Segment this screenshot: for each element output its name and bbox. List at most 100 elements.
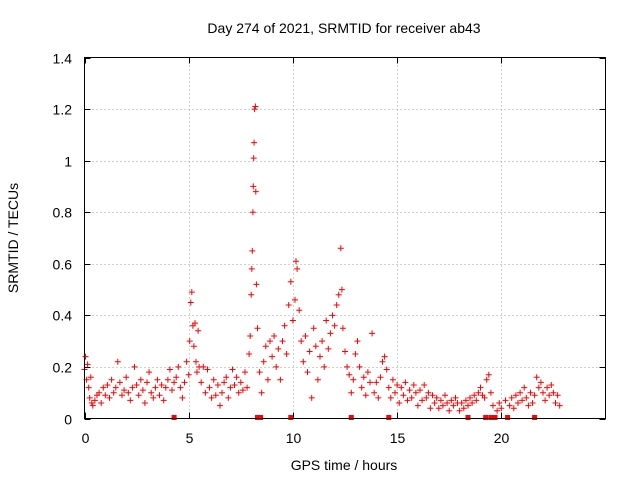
data-point bbox=[335, 291, 342, 298]
data-point bbox=[214, 382, 221, 388]
data-point bbox=[89, 402, 96, 409]
data-point bbox=[173, 374, 180, 381]
data-point bbox=[410, 382, 417, 388]
gap-marker bbox=[255, 415, 260, 420]
data-point bbox=[387, 394, 394, 401]
data-point bbox=[308, 394, 315, 401]
data-point bbox=[181, 379, 188, 386]
data-point bbox=[367, 379, 373, 386]
data-point bbox=[475, 389, 482, 396]
data-point bbox=[362, 392, 369, 399]
data-point bbox=[248, 291, 255, 298]
data-point bbox=[556, 402, 563, 409]
data-point bbox=[364, 369, 371, 376]
data-points bbox=[81, 103, 563, 414]
data-point bbox=[450, 402, 457, 409]
data-point bbox=[200, 363, 207, 370]
x-tick-label: 0 bbox=[82, 430, 90, 446]
data-point bbox=[119, 392, 125, 399]
data-point bbox=[377, 374, 384, 381]
data-point bbox=[133, 382, 140, 388]
gap-marker bbox=[348, 415, 354, 420]
data-point bbox=[231, 382, 238, 388]
data-point bbox=[327, 330, 334, 337]
data-point bbox=[373, 379, 380, 386]
data-point bbox=[208, 394, 215, 401]
data-point bbox=[515, 400, 521, 406]
gap-marker bbox=[171, 415, 177, 420]
data-point bbox=[508, 394, 515, 401]
data-point bbox=[292, 296, 298, 303]
data-point bbox=[306, 348, 313, 355]
data-point bbox=[262, 343, 269, 350]
data-point bbox=[535, 384, 542, 391]
gap-markers bbox=[171, 415, 538, 420]
data-point bbox=[271, 333, 278, 339]
data-point bbox=[383, 366, 390, 373]
data-point bbox=[116, 379, 123, 386]
data-point bbox=[314, 376, 321, 383]
data-point bbox=[247, 333, 254, 339]
data-point bbox=[523, 394, 530, 401]
data-point bbox=[250, 155, 257, 162]
data-point bbox=[253, 281, 260, 288]
data-point bbox=[323, 317, 330, 324]
data-point bbox=[175, 363, 182, 370]
data-point bbox=[256, 369, 263, 376]
data-point bbox=[139, 387, 146, 394]
data-point bbox=[529, 400, 536, 406]
data-point bbox=[437, 397, 444, 404]
gap-marker bbox=[288, 415, 294, 420]
data-point bbox=[473, 397, 480, 404]
x-tick-label: 10 bbox=[286, 430, 302, 446]
data-point bbox=[190, 343, 197, 350]
y-tick-label: 0.6 bbox=[53, 257, 73, 273]
data-point bbox=[312, 343, 319, 350]
data-point bbox=[242, 369, 248, 376]
data-point bbox=[331, 322, 338, 329]
data-point bbox=[235, 389, 242, 396]
data-point bbox=[421, 382, 428, 388]
data-point bbox=[217, 402, 223, 409]
data-point bbox=[283, 351, 290, 357]
data-point bbox=[152, 384, 159, 391]
data-point bbox=[490, 402, 496, 409]
data-point bbox=[550, 389, 557, 396]
data-point bbox=[246, 351, 253, 357]
data-point bbox=[333, 302, 340, 308]
data-point bbox=[277, 376, 284, 383]
data-point bbox=[392, 389, 398, 396]
gap-marker bbox=[505, 415, 511, 420]
data-point bbox=[369, 330, 376, 337]
data-point bbox=[310, 325, 317, 332]
data-point bbox=[269, 353, 276, 360]
data-point bbox=[465, 402, 471, 409]
data-point bbox=[496, 400, 503, 406]
data-point bbox=[304, 369, 311, 376]
data-point bbox=[229, 366, 236, 373]
data-point bbox=[439, 402, 446, 409]
data-point bbox=[248, 265, 255, 272]
data-point bbox=[458, 400, 465, 406]
data-point bbox=[258, 389, 265, 396]
data-point bbox=[394, 382, 401, 388]
data-point bbox=[356, 363, 363, 370]
data-point bbox=[408, 394, 415, 401]
x-axis-label: GPS time / hours bbox=[291, 457, 398, 473]
data-point bbox=[114, 358, 121, 365]
data-point bbox=[85, 384, 92, 391]
data-point bbox=[162, 384, 169, 391]
y-axis-label: SRMTID / TECUs bbox=[5, 183, 21, 293]
data-point bbox=[506, 402, 513, 409]
data-point bbox=[100, 384, 107, 391]
data-point bbox=[212, 392, 219, 399]
data-point bbox=[125, 389, 132, 396]
data-point bbox=[348, 389, 355, 396]
data-point bbox=[204, 366, 211, 373]
data-point bbox=[294, 265, 301, 272]
data-point bbox=[381, 353, 388, 360]
data-point bbox=[166, 366, 173, 373]
data-point bbox=[249, 209, 256, 216]
data-point bbox=[456, 407, 463, 414]
data-point bbox=[221, 379, 228, 386]
